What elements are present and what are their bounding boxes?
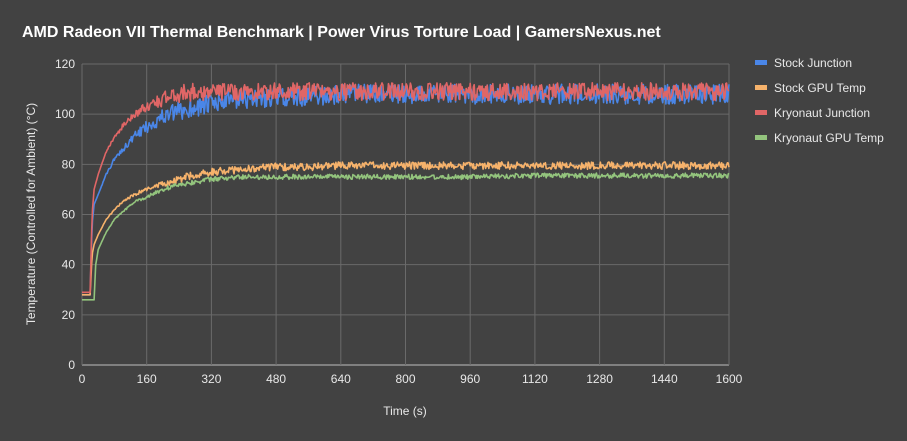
x-axis-label: Time (s) bbox=[383, 404, 427, 418]
y-tick-label: 80 bbox=[62, 157, 76, 171]
y-tick-label: 40 bbox=[62, 258, 76, 272]
x-tick-label: 640 bbox=[331, 372, 351, 386]
x-axis: 0 160 320 480 640 800 960 1120 1280 1440 1600 bbox=[79, 372, 743, 386]
y-axis: 0 20 40 60 80 100 120 bbox=[55, 57, 75, 372]
x-tick-label: 1280 bbox=[586, 372, 613, 386]
legend-item-label: Stock Junction bbox=[774, 56, 852, 70]
series-line-kryonaut-junction bbox=[82, 82, 730, 294]
y-tick-label: 100 bbox=[55, 107, 75, 121]
chart-title: AMD Radeon VII Thermal Benchmark | Power… bbox=[22, 24, 661, 41]
legend-item-label: Kryonaut Junction bbox=[774, 106, 870, 120]
x-tick-label: 480 bbox=[266, 372, 286, 386]
x-tick-label: 960 bbox=[460, 372, 480, 386]
y-tick-label: 120 bbox=[55, 57, 75, 71]
series-line-kryonaut-gpu-temp bbox=[82, 172, 730, 301]
x-tick-label: 800 bbox=[395, 372, 415, 386]
legend-swatch bbox=[755, 85, 767, 90]
legend-swatch bbox=[755, 110, 767, 115]
x-tick-label: 1440 bbox=[651, 372, 678, 386]
legend-swatch bbox=[755, 135, 767, 140]
series-lines bbox=[82, 82, 730, 301]
y-tick-label: 20 bbox=[62, 308, 76, 322]
x-tick-label: 320 bbox=[201, 372, 221, 386]
legend: Stock Junction Stock GPU Temp Kryonaut Jun… bbox=[755, 56, 884, 145]
x-tick-label: 1120 bbox=[522, 372, 548, 386]
y-tick-label: 0 bbox=[68, 358, 75, 372]
x-tick-label: 0 bbox=[79, 372, 86, 386]
legend-item-label: Kryonaut GPU Temp bbox=[774, 131, 884, 145]
legend-item-label: Stock GPU Temp bbox=[774, 81, 866, 95]
y-axis-label: Temperature (Controlled for Ambient) (°C… bbox=[24, 103, 38, 325]
x-tick-label: 160 bbox=[137, 372, 157, 386]
y-tick-label: 60 bbox=[62, 208, 76, 222]
x-tick-label: 1600 bbox=[716, 372, 743, 386]
series-line-stock-gpu-temp bbox=[82, 161, 730, 296]
legend-swatch bbox=[755, 60, 767, 65]
